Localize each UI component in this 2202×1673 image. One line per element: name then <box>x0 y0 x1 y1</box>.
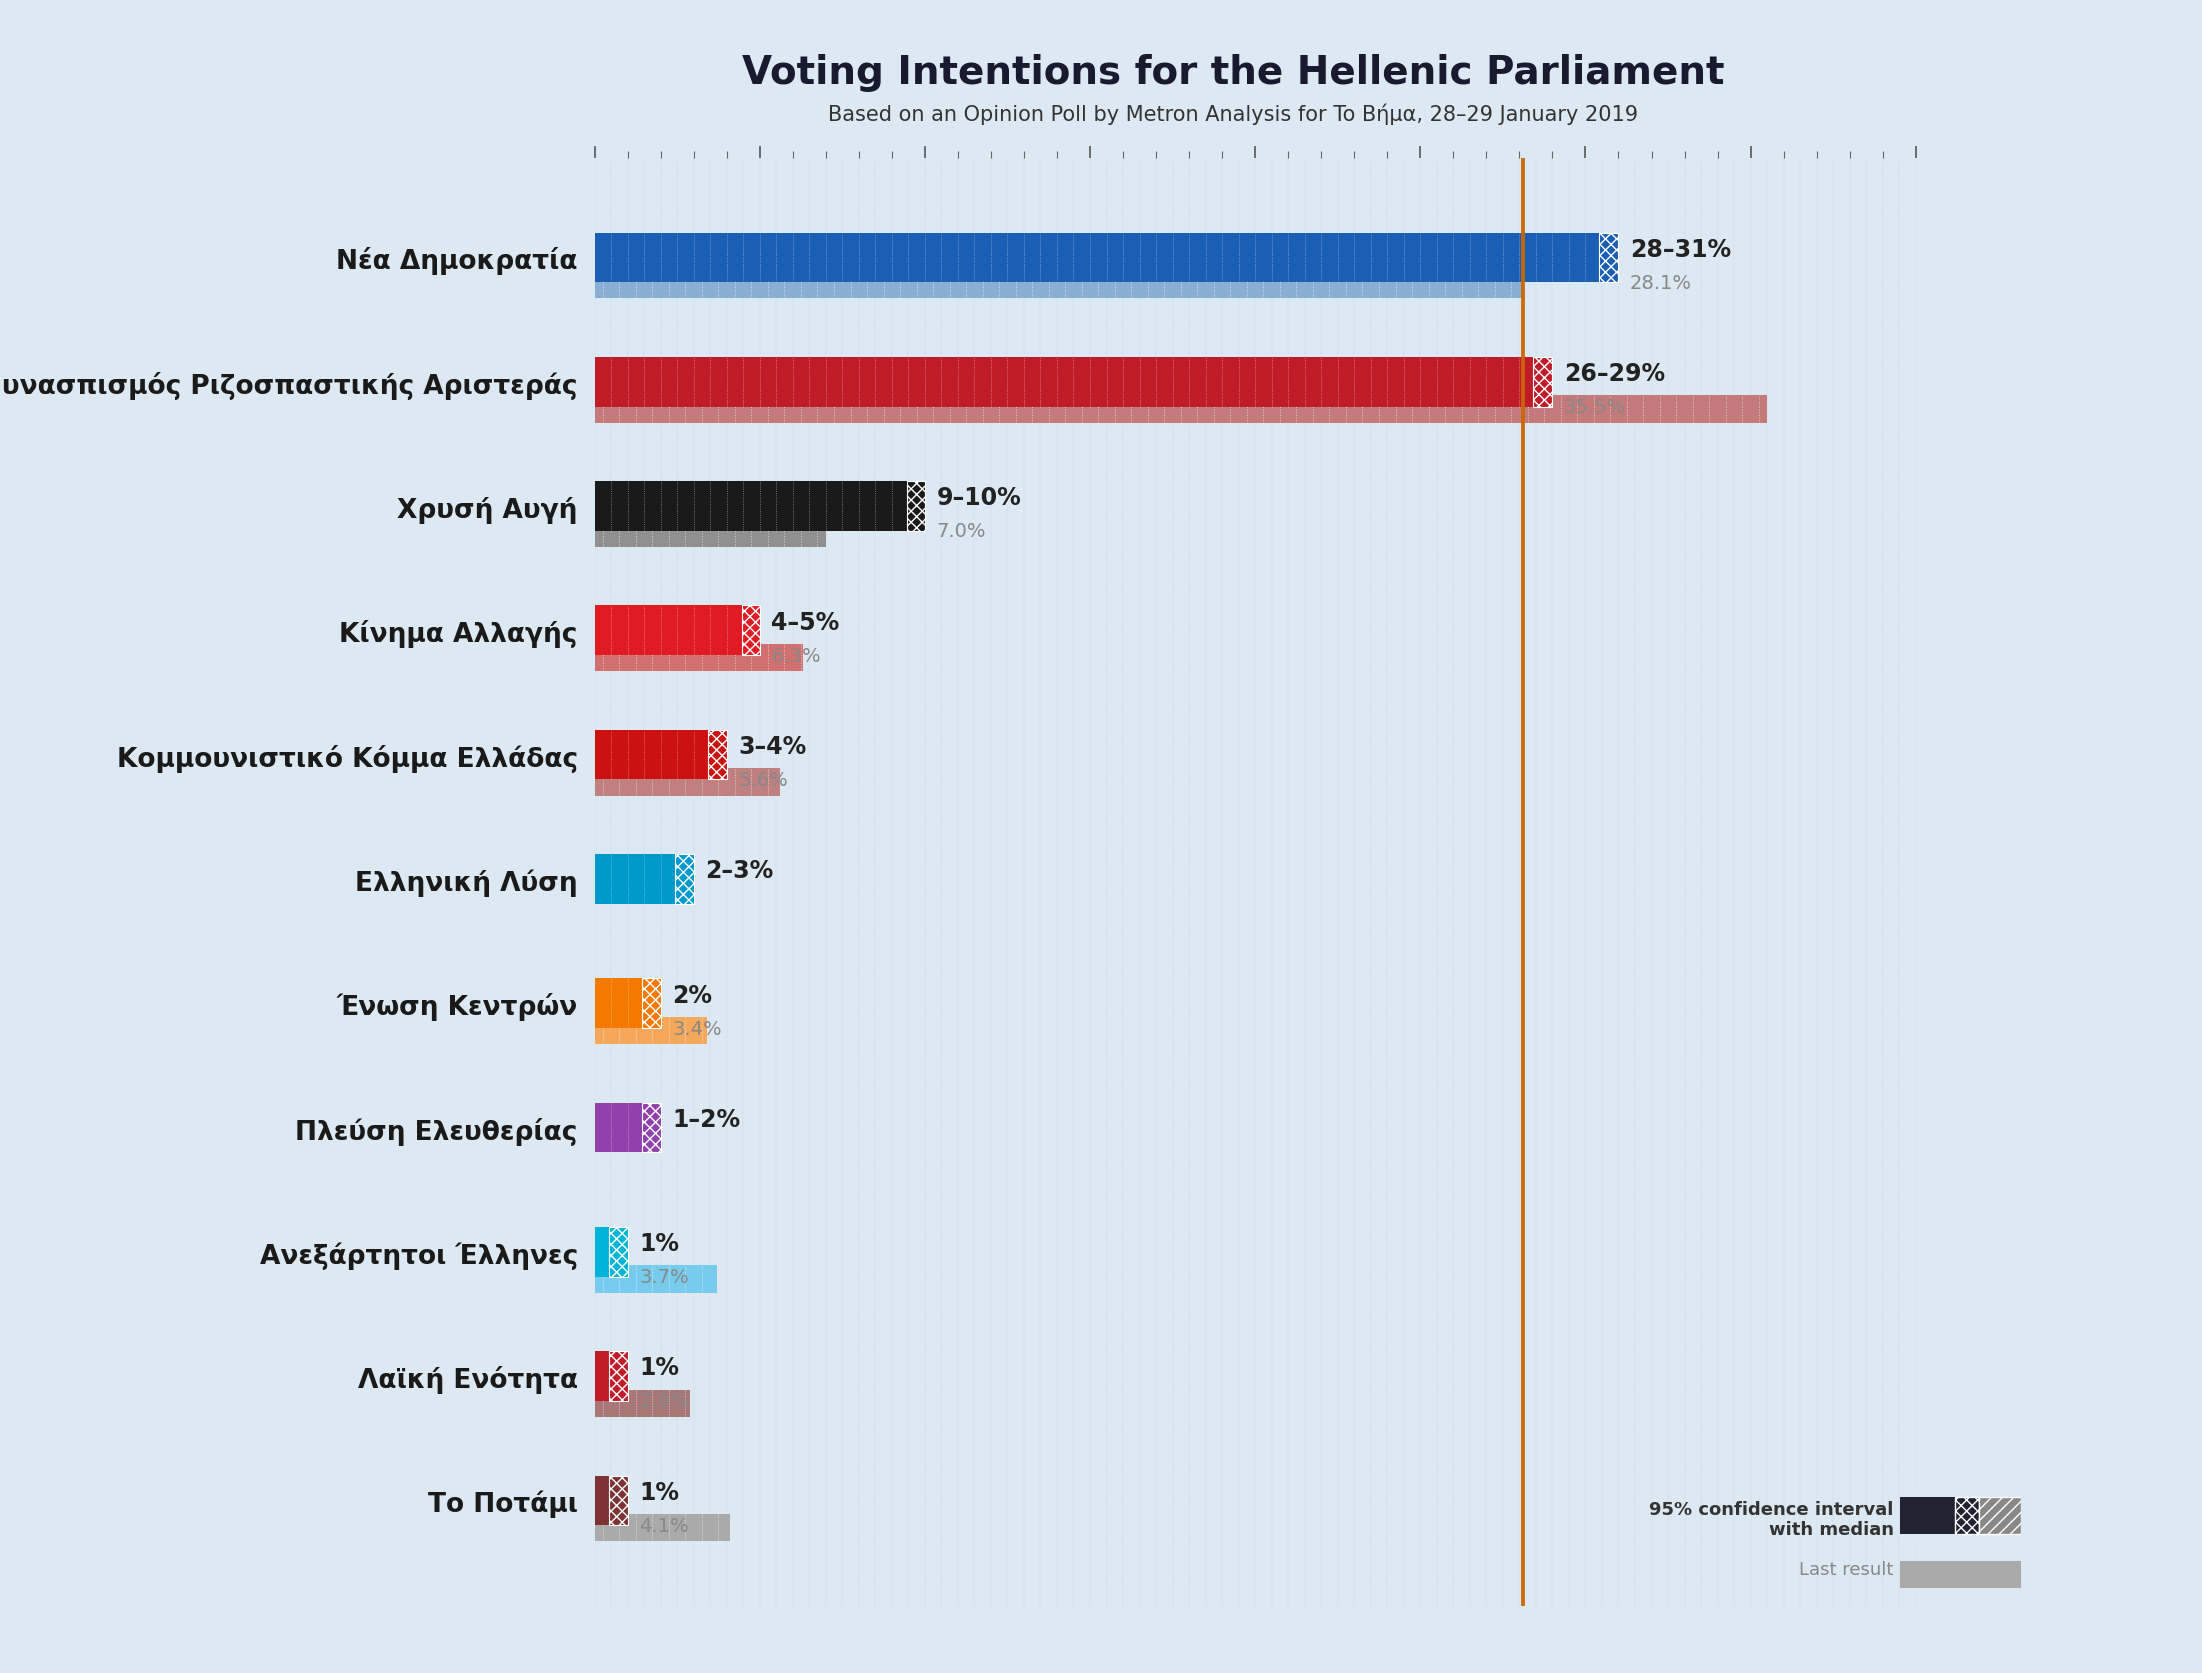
Bar <box>676 855 694 903</box>
Bar <box>595 1228 628 1276</box>
Bar <box>610 1352 628 1400</box>
Bar <box>595 1352 628 1400</box>
Text: 4–5%: 4–5% <box>771 611 839 634</box>
Bar <box>595 520 826 547</box>
Bar <box>1533 358 1552 407</box>
Text: 3–4%: 3–4% <box>738 734 806 758</box>
Bar <box>595 979 661 1029</box>
Bar <box>1900 1497 1980 1534</box>
Bar <box>1955 1497 1980 1534</box>
Bar <box>595 358 1552 407</box>
Bar <box>643 979 661 1029</box>
Bar <box>595 770 780 796</box>
Text: 3.4%: 3.4% <box>672 1019 722 1037</box>
Bar <box>595 234 1618 283</box>
Text: 5.6%: 5.6% <box>738 771 788 790</box>
Text: 2.9%: 2.9% <box>639 1392 689 1410</box>
Bar <box>595 482 925 532</box>
Bar <box>610 1476 628 1526</box>
Bar <box>907 482 925 532</box>
Text: 28–31%: 28–31% <box>1629 238 1731 261</box>
Text: Based on an Opinion Poll by Metron Analysis for To Βήμα, 28–29 January 2019: Based on an Opinion Poll by Metron Analy… <box>828 104 1638 125</box>
Text: 1%: 1% <box>639 1355 678 1380</box>
Bar <box>643 1103 661 1153</box>
Bar <box>595 855 694 903</box>
Text: 7.0%: 7.0% <box>936 522 986 540</box>
Bar <box>709 731 727 780</box>
Text: 28.1%: 28.1% <box>1629 274 1691 293</box>
Bar <box>595 1017 707 1044</box>
Text: 2%: 2% <box>672 984 711 1007</box>
Text: 3.7%: 3.7% <box>639 1268 689 1287</box>
Bar <box>595 606 760 656</box>
Bar <box>595 731 727 780</box>
Bar <box>595 1390 691 1417</box>
Bar <box>1599 234 1618 283</box>
Text: 9–10%: 9–10% <box>936 487 1022 510</box>
Bar <box>595 397 1766 423</box>
Bar <box>595 1476 628 1526</box>
Text: Last result: Last result <box>1799 1561 1894 1578</box>
Bar <box>1980 1497 2021 1534</box>
Text: 1–2%: 1–2% <box>672 1108 740 1131</box>
Bar <box>595 273 1524 299</box>
Text: 2–3%: 2–3% <box>705 858 773 883</box>
Bar <box>595 1514 731 1541</box>
Text: 95% confidence interval
with median: 95% confidence interval with median <box>1649 1499 1894 1539</box>
Bar <box>742 606 760 656</box>
Text: Voting Intentions for the Hellenic Parliament: Voting Intentions for the Hellenic Parli… <box>742 54 1724 92</box>
Text: 4.1%: 4.1% <box>639 1516 689 1534</box>
Text: 6.3%: 6.3% <box>771 646 821 666</box>
Text: 1%: 1% <box>639 1481 678 1504</box>
Text: 35.5%: 35.5% <box>1563 398 1627 417</box>
Text: 26–29%: 26–29% <box>1563 361 1665 386</box>
Bar <box>595 1266 718 1293</box>
Bar <box>595 644 802 673</box>
Bar <box>595 1103 661 1153</box>
Text: 1%: 1% <box>639 1231 678 1255</box>
Bar <box>610 1228 628 1276</box>
